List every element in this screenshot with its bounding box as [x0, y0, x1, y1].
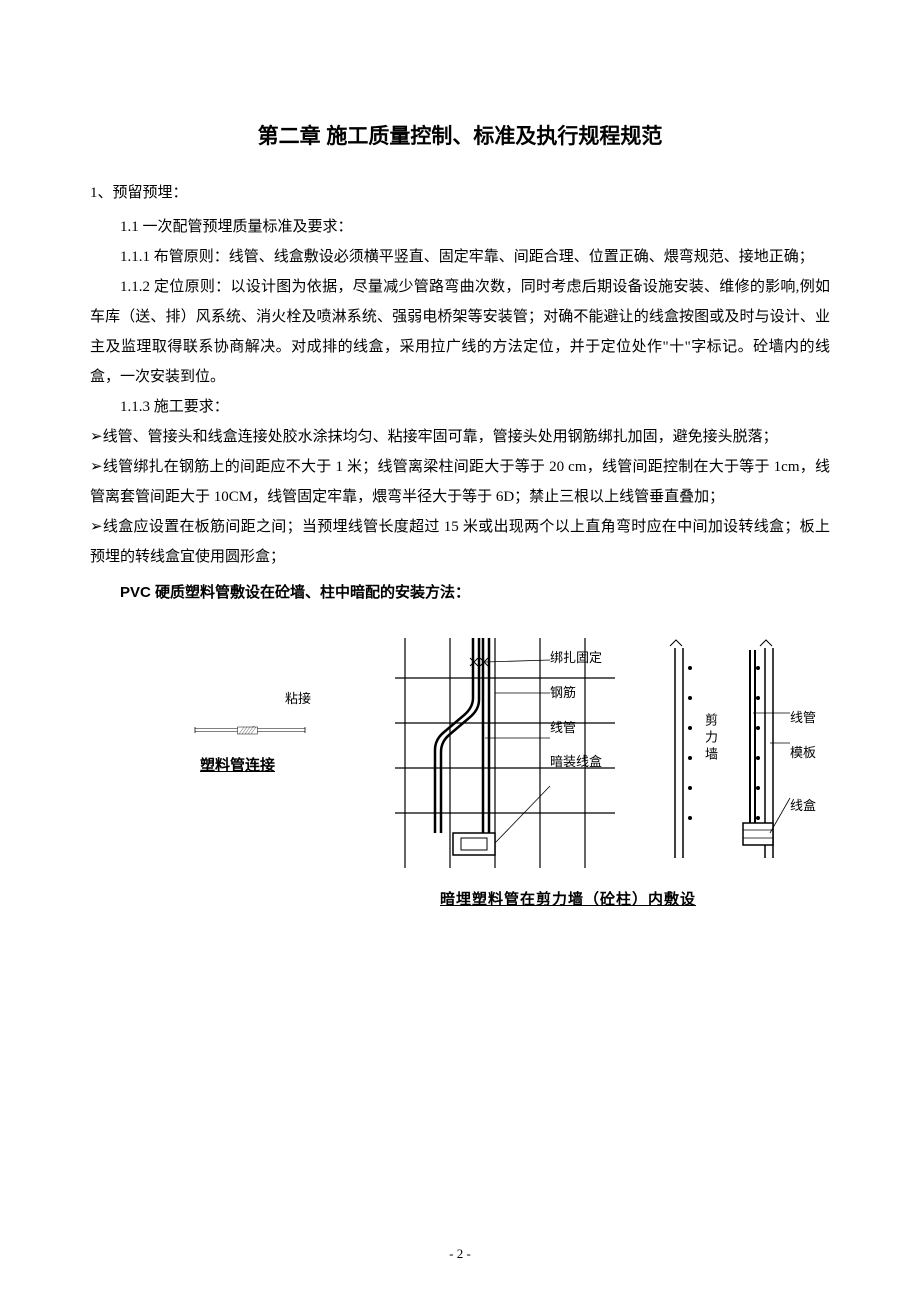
bullet-1-text: 线管、管接头和线盒连接处胶水涂抹均匀、粘接牢固可靠，管接头处用钢筋绑扎加固，避免…	[103, 429, 778, 445]
section-1-head: 1、预留预埋：	[90, 178, 830, 208]
right-diagram	[655, 638, 855, 868]
bullet-2-text: 线管绑扎在钢筋上的间距应不大于 1 米；线管离梁柱间距大于等于 20 cm，线管…	[90, 459, 830, 505]
right-label-2: 模板	[790, 743, 816, 764]
right-diagram-labels: 线管 模板 线盒	[790, 708, 816, 830]
bullet-2: ➢线管绑扎在钢筋上的间距应不大于 1 米；线管离梁柱间距大于等于 20 cm，线…	[90, 452, 830, 512]
bullet-3: ➢线盒应设置在板筋间距之间；当预埋线管长度超过 15 米或出现两个以上直角弯时应…	[90, 512, 830, 572]
middle-diagram-labels: 绑扎固定 钢筋 线管 暗装线盒	[550, 648, 602, 787]
mid-label-2: 钢筋	[550, 683, 602, 704]
chapter-title: 第二章 施工质量控制、标准及执行规程规范	[90, 120, 830, 150]
mid-label-1: 绑扎固定	[550, 648, 602, 669]
section-1-1-2: 1.1.2 定位原则：以设计图为依据，尽量减少管路弯曲次数，同时考虑后期设备设施…	[90, 272, 830, 392]
right-label-3: 线盒	[790, 796, 816, 817]
mid-label-4: 暗装线盒	[550, 752, 602, 773]
page-content: 第二章 施工质量控制、标准及执行规程规范 1、预留预埋： 1.1 一次配管预埋质…	[0, 0, 920, 938]
shear-wall-label: 剪力墙	[701, 713, 720, 764]
bullet-3-text: 线盒应设置在板筋间距之间；当预埋线管长度超过 15 米或出现两个以上直角弯时应在…	[90, 519, 830, 565]
left-diagram-caption: 塑料管连接	[200, 754, 275, 775]
section-1-1: 1.1 一次配管预埋质量标准及要求：	[90, 212, 830, 242]
right-label-1: 线管	[790, 708, 816, 729]
pipe-svg	[140, 726, 360, 736]
left-diagram-top-label: 粘接	[285, 688, 311, 707]
section-1-1-3: 1.1.3 施工要求：	[90, 392, 830, 422]
mid-label-3: 线管	[550, 718, 602, 739]
method-heading: PVC 硬质塑料管敷设在砼墙、柱中暗配的安装方法：	[90, 578, 830, 608]
section-1-1-1: 1.1.1 布管原则：线管、线盒敷设必须横平竖直、固定牢靠、间距合理、位置正确、…	[90, 242, 830, 272]
diagram-area: 粘接 塑料管连接	[90, 638, 830, 898]
page-number: - 2 -	[0, 1246, 920, 1262]
bottom-caption: 暗埋塑料管在剪力墙（砼柱）内敷设	[440, 888, 696, 909]
bullet-1: ➢线管、管接头和线盒连接处胶水涂抹均匀、粘接牢固可靠，管接头处用钢筋绑扎加固，避…	[90, 422, 830, 452]
